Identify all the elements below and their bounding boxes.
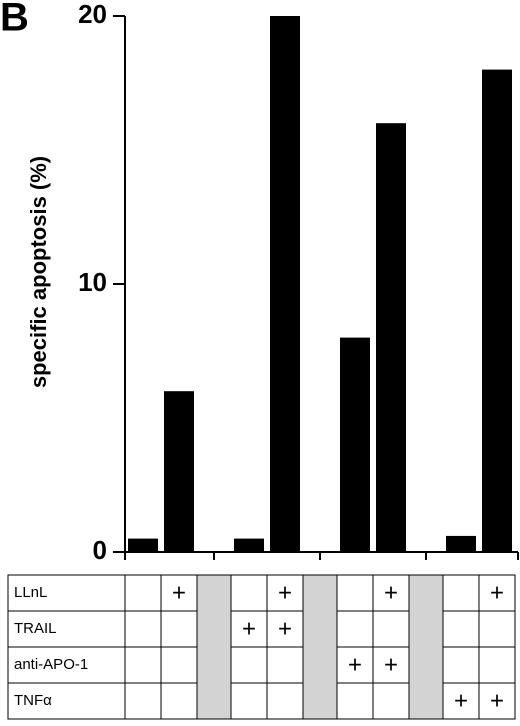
row-label: TRAIL bbox=[14, 620, 57, 637]
row-label: TNFα bbox=[14, 692, 52, 709]
separator bbox=[408, 574, 444, 720]
cell bbox=[442, 682, 480, 720]
y-tick-label: 0 bbox=[93, 535, 107, 565]
bar bbox=[128, 538, 158, 552]
cell bbox=[478, 574, 516, 612]
cell bbox=[124, 610, 162, 648]
bar bbox=[446, 535, 476, 552]
cell bbox=[124, 646, 162, 684]
cell bbox=[336, 610, 374, 648]
cell bbox=[230, 610, 268, 648]
separator bbox=[196, 574, 232, 720]
cell bbox=[230, 682, 268, 720]
cell bbox=[478, 646, 516, 684]
cell-mark: + bbox=[278, 579, 292, 606]
cell bbox=[266, 646, 304, 684]
cell bbox=[442, 646, 480, 684]
cell bbox=[372, 574, 410, 612]
cell bbox=[124, 682, 162, 720]
y-tick-label: 20 bbox=[78, 0, 107, 29]
cell-mark: + bbox=[242, 615, 256, 642]
separator bbox=[302, 574, 338, 720]
cell bbox=[160, 646, 198, 684]
row-label: anti-APO-1 bbox=[14, 656, 88, 673]
label-cell bbox=[7, 610, 126, 648]
cell-mark: + bbox=[490, 687, 504, 714]
bar bbox=[164, 391, 194, 552]
bar bbox=[376, 123, 406, 552]
cell bbox=[124, 574, 162, 612]
label-cell bbox=[7, 682, 126, 720]
bar bbox=[340, 337, 370, 552]
cell bbox=[230, 646, 268, 684]
cell-mark: + bbox=[278, 615, 292, 642]
bar bbox=[234, 538, 264, 552]
cell bbox=[478, 682, 516, 720]
bar bbox=[482, 69, 512, 552]
cell bbox=[478, 610, 516, 648]
cell bbox=[160, 610, 198, 648]
cell-mark: + bbox=[384, 651, 398, 678]
cell-mark: + bbox=[172, 579, 186, 606]
panel-label: B bbox=[0, 0, 29, 40]
cell bbox=[336, 682, 374, 720]
cell bbox=[160, 682, 198, 720]
cell bbox=[372, 682, 410, 720]
cell bbox=[160, 574, 198, 612]
bar bbox=[270, 16, 300, 552]
cell bbox=[442, 610, 480, 648]
cell bbox=[266, 682, 304, 720]
row-label: LLnL bbox=[14, 584, 47, 601]
y-tick-label: 10 bbox=[78, 267, 107, 297]
label-cell bbox=[7, 646, 126, 684]
cell bbox=[442, 574, 480, 612]
cell bbox=[336, 574, 374, 612]
cell bbox=[230, 574, 268, 612]
cell-mark: + bbox=[384, 579, 398, 606]
cell-mark: + bbox=[490, 579, 504, 606]
cell-mark: + bbox=[348, 651, 362, 678]
y-axis-label: specific apoptosis (%) bbox=[26, 156, 51, 388]
cell-mark: + bbox=[454, 687, 468, 714]
cell bbox=[372, 610, 410, 648]
